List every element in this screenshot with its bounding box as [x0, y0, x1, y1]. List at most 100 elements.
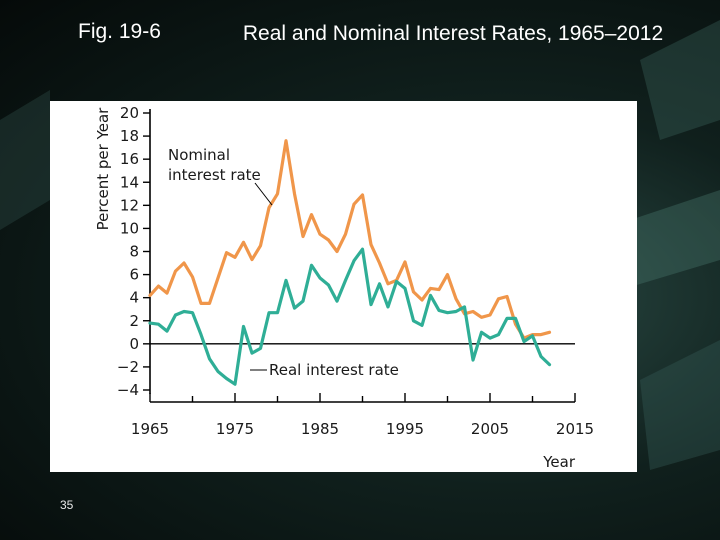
nominal-rate-point: [404, 260, 406, 263]
nominal-rate-point: [149, 294, 151, 297]
y-tick-label: 18: [120, 127, 139, 145]
nominal-rate-point: [183, 262, 185, 264]
real-rate-point: [429, 294, 432, 297]
real-rate-point: [506, 317, 508, 320]
nominal-rate-point: [234, 256, 236, 259]
nominal-rate-point: [446, 273, 449, 276]
x-axis-title: Year: [542, 453, 576, 471]
nominal-rate-point: [336, 250, 338, 253]
real-rate-point: [268, 311, 270, 314]
real-rate-point: [208, 357, 211, 360]
real-rate-point: [480, 331, 483, 334]
real-rate-point: [336, 300, 338, 303]
real-rate-point: [548, 363, 551, 366]
nominal-rate-point: [302, 235, 304, 238]
real-rate-point: [404, 287, 406, 290]
x-tick-label: 1975: [216, 420, 254, 438]
nominal-rate-point: [353, 203, 355, 206]
nominal-rate-point: [455, 297, 457, 300]
real-rate-point: [251, 352, 253, 354]
real-rate-point: [438, 309, 440, 312]
real-rate-point: [242, 325, 245, 328]
real-rate-point: [353, 259, 355, 262]
real-rate-point: [540, 355, 542, 358]
real-rate-point: [455, 310, 457, 313]
y-tick-label: −4: [117, 381, 139, 399]
x-tick-label: 1985: [301, 420, 339, 438]
real-rate-point: [523, 340, 525, 343]
nominal-rate-point: [370, 243, 372, 246]
x-tick-label: 1995: [386, 420, 424, 438]
real-rate-point: [276, 311, 279, 314]
y-tick-label: 2: [129, 312, 139, 330]
nominal-rate-point: [268, 206, 270, 209]
nominal-rate-point: [208, 302, 211, 305]
real-rate-point: [200, 333, 202, 336]
y-tick-label: 6: [129, 266, 139, 284]
slide-header: Fig. 19-6 Real and Nominal Interest Rate…: [78, 18, 698, 78]
real-rate-point: [531, 334, 534, 337]
slide-title: Real and Nominal Interest Rates, 1965–20…: [242, 22, 664, 45]
real-rate-point: [370, 303, 372, 306]
real-rate-point: [463, 306, 466, 308]
real-rate-point: [387, 306, 389, 308]
y-tick-label: 14: [120, 173, 139, 191]
nominal-rate-point: [412, 290, 415, 293]
nominal-rate-point: [276, 192, 279, 195]
real-rate-point: [421, 324, 423, 327]
real-rate-point: [497, 333, 500, 336]
nominal-rate-point: [429, 287, 432, 290]
real-rate-point: [446, 311, 449, 314]
nominal-rate-point: [327, 239, 330, 241]
real-rate-point: [293, 307, 296, 309]
real-annotation-label: Real interest rate: [269, 361, 399, 379]
nominal-rate-point: [421, 299, 423, 301]
nominal-rate-point: [548, 331, 551, 334]
nominal-annotation-label: interest rate: [168, 166, 261, 184]
real-rate-point: [225, 377, 228, 380]
figure-label: Fig. 19-6: [78, 20, 161, 43]
real-rate-point: [319, 277, 321, 279]
real-rate-point: [285, 279, 287, 282]
nominal-rate-point: [200, 302, 202, 305]
nominal-rate-point: [191, 275, 194, 278]
nominal-rate-point: [319, 233, 321, 236]
real-rate-point: [472, 359, 474, 361]
real-rate-point: [157, 323, 160, 326]
real-rate-point: [489, 337, 491, 339]
nominal-rate-point: [489, 314, 491, 316]
nominal-rate-point: [387, 282, 389, 285]
nominal-rate-point: [166, 292, 168, 294]
nominal-rate-point: [540, 333, 542, 336]
real-rate-point: [183, 310, 185, 313]
real-rate-line: [148, 247, 552, 386]
y-tick-label: 16: [120, 150, 139, 168]
nominal-rate-point: [472, 310, 474, 313]
y-tick-label: 12: [120, 196, 139, 214]
real-rate-point: [234, 383, 236, 386]
y-tick-label: −2: [117, 358, 139, 376]
nominal-annotation-leader: [254, 182, 273, 206]
nominal-rate-point: [310, 213, 313, 216]
real-rate-point: [217, 370, 219, 373]
real-rate-point: [174, 314, 177, 316]
y-tick-label: 0: [129, 335, 139, 353]
y-tick-label: 8: [129, 243, 139, 261]
real-rate-point: [395, 280, 398, 283]
chart-panel: 20 18 16 14 12 10 8 6 4 2 0 −2 −4 1965 1975 1985 1995 200…: [50, 101, 637, 472]
real-rate-point: [412, 319, 415, 322]
x-tick-label: 2005: [471, 420, 509, 438]
y-tick-label: 20: [120, 104, 139, 122]
nominal-rate-point: [378, 262, 381, 264]
real-rate-point: [166, 330, 168, 333]
nominal-rate-line: [148, 139, 552, 340]
nominal-rate-point: [361, 194, 364, 196]
nominal-rate-point: [174, 270, 177, 273]
real-rate-point: [327, 284, 330, 286]
real-rate-point: [361, 248, 364, 251]
nominal-rate-point: [480, 316, 483, 319]
y-tick-label: 10: [120, 219, 139, 237]
nominal-rate-point: [242, 241, 245, 244]
y-axis-title: Percent per Year: [94, 107, 112, 230]
